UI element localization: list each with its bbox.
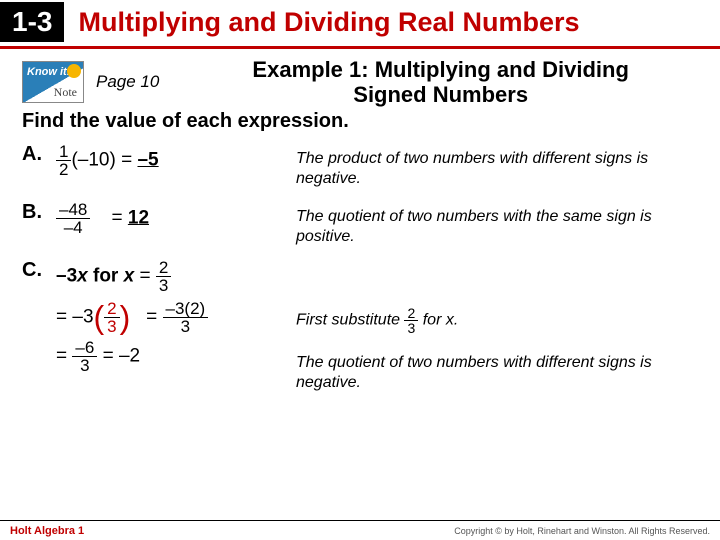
- page-reference: Page 10: [96, 72, 159, 92]
- denominator: 3: [156, 277, 171, 294]
- example-title-line2: Signed Numbers: [183, 82, 698, 107]
- numerator: –6: [72, 339, 97, 357]
- equals: =: [121, 149, 137, 170]
- numerator: –3(2): [163, 300, 209, 318]
- numerator: 2: [404, 306, 418, 321]
- numerator: 1: [56, 143, 71, 161]
- problem-b: B. –48 –4 = 12 The quotient of two numbe…: [22, 201, 698, 247]
- problem-explanation: The product of two numbers with differen…: [296, 143, 698, 189]
- explanation-sign: The quotient of two numbers with differe…: [296, 335, 698, 393]
- denominator: 3: [104, 318, 119, 335]
- problem-expression: 1 2 (–10) = –5: [56, 143, 296, 189]
- fraction: 1 2: [56, 143, 71, 178]
- denominator: 2: [56, 161, 71, 178]
- fraction: –48 –4: [56, 201, 90, 236]
- expr-tail: (–10): [71, 149, 115, 170]
- instruction-text: Find the value of each expression.: [22, 110, 698, 133]
- section-number: 1-3: [0, 2, 64, 42]
- fraction: 2 3: [104, 300, 119, 335]
- page-footer: Holt Algebra 1 Copyright © by Holt, Rine…: [0, 520, 720, 540]
- numerator: 2: [156, 259, 171, 277]
- paren-close-icon: ): [120, 299, 131, 335]
- denominator: –4: [56, 219, 90, 236]
- know-it-ball-icon: [67, 64, 81, 78]
- fraction: 2 3: [156, 259, 171, 294]
- problem-c-work: = –3( 2 3 ) = –3(2) 3 = –6 3 = –2 First: [22, 296, 698, 393]
- step-tail: = –2: [97, 345, 140, 366]
- denominator: 3: [163, 318, 209, 335]
- know-it-icon: Know it! Note: [22, 61, 84, 103]
- fraction: –3(2) 3: [163, 300, 209, 335]
- work-step-1: = –3( 2 3 ) = –3(2) 3: [56, 300, 296, 335]
- problem-label: C.: [22, 259, 56, 294]
- page-header: 1-3 Multiplying and Dividing Real Number…: [0, 0, 720, 49]
- explain-part-b: for x.: [418, 311, 458, 328]
- numerator: –48: [56, 201, 90, 219]
- var-x-eq: x: [124, 265, 135, 286]
- problem-expression: –3x for x = 2 3: [56, 259, 171, 294]
- explain-part-a: First substitute: [296, 311, 404, 328]
- section-title: Multiplying and Dividing Real Numbers: [78, 7, 579, 38]
- paren-open-icon: (: [94, 299, 105, 335]
- explanation-substitute: First substitute 2 3 for x.: [296, 296, 698, 335]
- denominator: 3: [72, 357, 97, 374]
- answer: –5: [137, 149, 158, 170]
- example-title-line1: Example 1: Multiplying and Dividing: [183, 57, 698, 82]
- content-area: Know it! Note Page 10 Example 1: Multipl…: [0, 49, 720, 393]
- work-step-2: = –6 3 = –2: [56, 339, 296, 374]
- equals: =: [141, 306, 163, 327]
- footer-book-title: Holt Algebra 1: [10, 525, 84, 537]
- coef: –3: [56, 265, 77, 286]
- problem-label: A.: [22, 143, 56, 189]
- example-title: Example 1: Multiplying and Dividing Sign…: [183, 57, 698, 108]
- numerator: 2: [104, 300, 119, 318]
- problem-a: A. 1 2 (–10) = –5 The product of two num…: [22, 143, 698, 189]
- problem-label: B.: [22, 201, 56, 247]
- problem-c: C. –3x for x = 2 3: [22, 259, 698, 294]
- answer: 12: [128, 207, 149, 228]
- problem-expression: –48 –4 = 12: [56, 201, 296, 247]
- eq-sign: =: [134, 265, 156, 286]
- know-it-label: Know it!: [27, 66, 70, 78]
- know-it-note: Note: [54, 85, 77, 100]
- var-x: x: [77, 265, 88, 286]
- for-text: for: [88, 265, 124, 286]
- problem-explanation: The quotient of two numbers with the sam…: [296, 201, 698, 247]
- footer-copyright: Copyright © by Holt, Rinehart and Winsto…: [454, 526, 710, 536]
- equals: =: [106, 207, 128, 228]
- denominator: 3: [404, 321, 418, 335]
- example-header-row: Know it! Note Page 10 Example 1: Multipl…: [22, 57, 698, 108]
- step-lead: =: [56, 345, 72, 366]
- fraction: 2 3: [404, 306, 418, 335]
- fraction: –6 3: [72, 339, 97, 374]
- step-lead: = –3: [56, 306, 94, 327]
